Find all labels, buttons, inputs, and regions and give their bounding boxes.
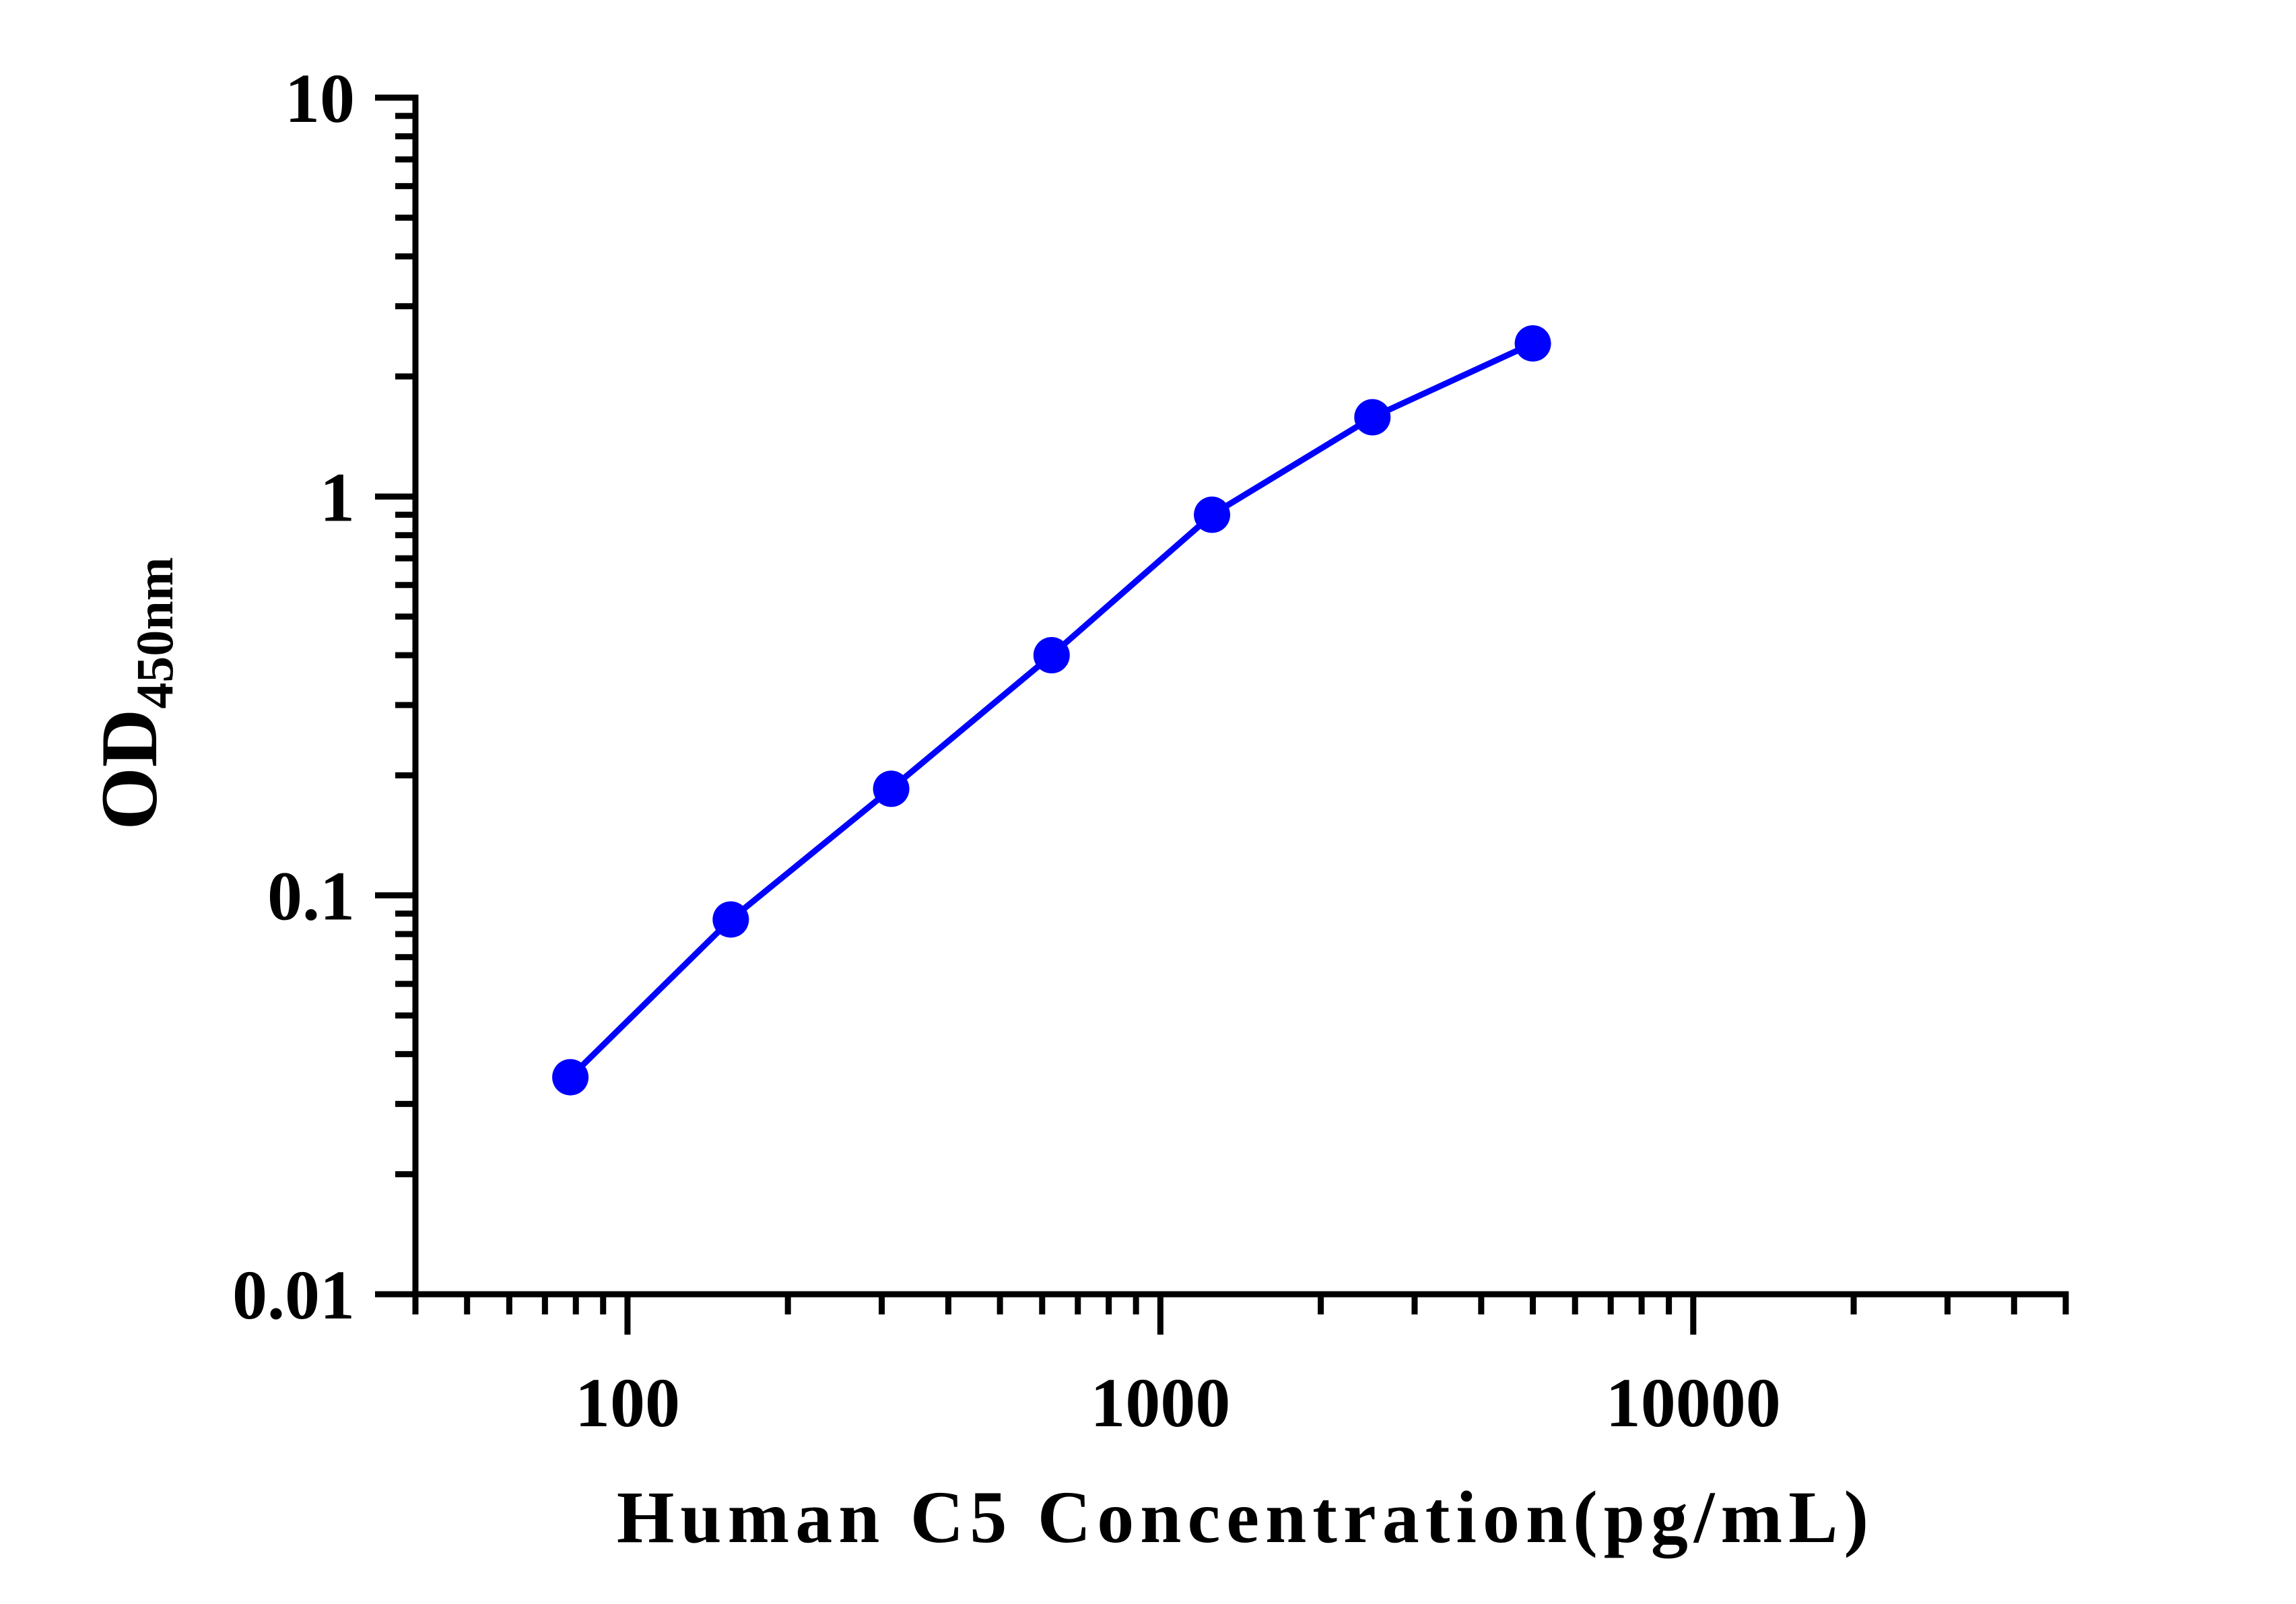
series-layer xyxy=(552,325,1551,1096)
y-axis-title-subscript: 450nm xyxy=(125,557,184,708)
y-tick-label: 0.01 xyxy=(232,1257,355,1334)
y-axis-title-main: OD xyxy=(84,709,174,830)
axes xyxy=(412,94,2069,1298)
y-tick-label: 0.1 xyxy=(267,858,355,935)
data-point xyxy=(712,901,749,938)
x-tick-label: 100 xyxy=(575,1364,680,1442)
data-point xyxy=(1194,496,1231,533)
x-tick-label: 1000 xyxy=(1090,1364,1230,1442)
data-point xyxy=(873,770,910,807)
x-axis-title: Human C5 Concentration(pg/mL) xyxy=(617,1476,1875,1558)
data-point xyxy=(1514,325,1551,362)
x-tick-label: 10000 xyxy=(1606,1364,1781,1442)
data-point xyxy=(552,1059,589,1096)
y-axis-ticks: 0.01 0.1 1 10 xyxy=(232,60,415,1334)
y-axis-title: OD450nm xyxy=(84,557,184,830)
data-point xyxy=(1354,399,1391,436)
x-axis-ticks: 100 1000 10000 xyxy=(412,1294,2069,1442)
y-tick-label: 10 xyxy=(285,60,355,137)
y-tick-label: 1 xyxy=(320,459,355,536)
data-point xyxy=(1033,637,1070,674)
series-line xyxy=(568,340,1534,1079)
